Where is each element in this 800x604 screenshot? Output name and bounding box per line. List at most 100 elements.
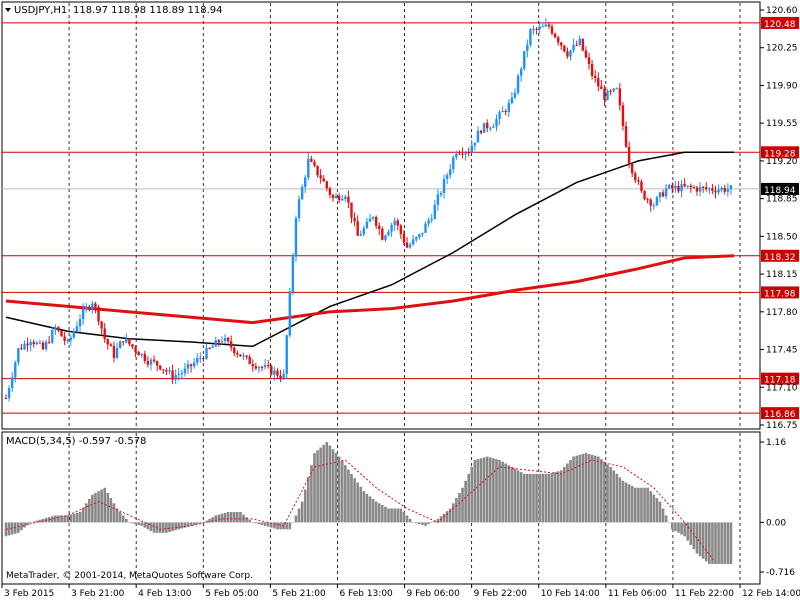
macd-bar <box>35 520 39 523</box>
copyright-text: MetaTrader, © 2001-2014, MetaQuotes Soft… <box>6 571 253 581</box>
bull-candle <box>149 359 153 365</box>
bull-candle <box>29 342 32 346</box>
macd-bar <box>377 503 381 523</box>
macd-bar <box>581 453 585 523</box>
macd-bar <box>701 522 705 559</box>
macd-bar <box>134 522 137 525</box>
bear-candle <box>563 45 566 52</box>
bull-candle <box>532 28 535 30</box>
macd-bar <box>495 459 498 523</box>
time-tick-label: 10 Feb 14:00 <box>541 589 600 599</box>
macd-bar <box>75 512 79 523</box>
bear-candle <box>279 375 282 379</box>
macd-bar <box>399 508 403 523</box>
bear-candle <box>337 195 341 201</box>
macd-bar <box>125 518 128 523</box>
bull-candle <box>300 186 304 200</box>
bull-candle <box>698 186 702 192</box>
macd-bar <box>411 522 415 523</box>
bear-candle <box>20 348 23 350</box>
macd-bar <box>344 465 347 523</box>
macd-bar <box>671 522 674 530</box>
macd-bar <box>340 460 344 523</box>
price-level-label: 116.86 <box>764 410 796 420</box>
bear-candle <box>32 342 35 345</box>
bear-candle <box>547 24 551 27</box>
macd-bar <box>121 515 125 523</box>
bear-candle <box>313 161 316 166</box>
time-tick-label: 9 Feb 06:00 <box>407 589 461 599</box>
macd-bar <box>618 477 622 523</box>
bull-candle <box>51 330 54 343</box>
bear-candle <box>245 355 248 357</box>
moving-averages <box>5 151 735 348</box>
bear-candle <box>646 199 649 201</box>
bull-candle <box>390 224 393 232</box>
macd-bar <box>174 522 177 531</box>
price-tick-label: 118.85 <box>766 195 798 205</box>
macd-bar <box>328 445 332 523</box>
macd-bar <box>23 522 26 528</box>
macd-bar <box>402 511 406 523</box>
bull-candle <box>196 358 199 363</box>
bull-candle <box>652 205 655 207</box>
bear-candle <box>683 184 686 187</box>
bear-candle <box>171 370 174 380</box>
macd-bar <box>680 522 683 535</box>
price-level-label: 119.28 <box>764 149 796 159</box>
price-tick-label: 117.10 <box>766 383 798 393</box>
macd-bar <box>199 522 202 524</box>
macd-bar <box>112 503 116 523</box>
macd-bar <box>655 498 659 523</box>
macd-bar <box>584 453 588 523</box>
bear-candle <box>378 225 381 229</box>
bear-candle <box>162 369 165 371</box>
macd-bar <box>470 466 474 523</box>
macd-bar <box>606 464 609 523</box>
macd-bar <box>729 522 733 564</box>
bull-candle <box>199 358 202 360</box>
bull-candle <box>726 189 730 192</box>
macd-bar <box>519 472 523 523</box>
bull-candle <box>365 221 369 229</box>
bear-candle <box>649 199 652 206</box>
time-tick-label: 12 Feb 14:00 <box>742 589 800 599</box>
macd-bar <box>726 522 730 564</box>
bull-candle <box>344 196 347 199</box>
bear-candle <box>100 321 103 329</box>
time-tick-label: 3 Feb 21:00 <box>71 589 125 599</box>
bear-candle <box>467 152 470 154</box>
bull-candle <box>205 348 208 359</box>
bull-candle <box>242 355 245 357</box>
macd-bar <box>717 522 720 564</box>
bear-candle <box>4 398 8 400</box>
bear-candle <box>57 327 60 331</box>
bull-candle <box>492 126 495 128</box>
bear-candle <box>550 26 554 34</box>
bear-candle <box>331 194 335 199</box>
macd-bar <box>54 515 57 523</box>
time-tick-label: 11 Feb 22:00 <box>675 589 734 599</box>
bear-candle <box>661 192 665 197</box>
bear-candle <box>461 153 464 155</box>
bear-candle <box>97 307 100 322</box>
bull-candle <box>285 335 288 374</box>
symbol-dropdown-icon[interactable] <box>5 8 11 12</box>
price-tick-label: 118.50 <box>766 232 798 242</box>
price-level-tag <box>761 249 799 262</box>
bull-candle <box>263 365 267 368</box>
price-tick-label: 119.90 <box>766 81 798 91</box>
bear-candle <box>276 370 279 376</box>
macd-bar <box>445 511 449 523</box>
macd-bar <box>464 480 467 523</box>
bear-candle <box>402 233 406 243</box>
macd-bar <box>109 498 113 523</box>
macd-bar <box>269 522 273 528</box>
macd-bar <box>171 522 174 532</box>
macd-bar <box>17 522 20 533</box>
macd-bar <box>353 478 356 523</box>
macd-bar <box>254 522 258 524</box>
price-level-tag <box>761 407 799 420</box>
